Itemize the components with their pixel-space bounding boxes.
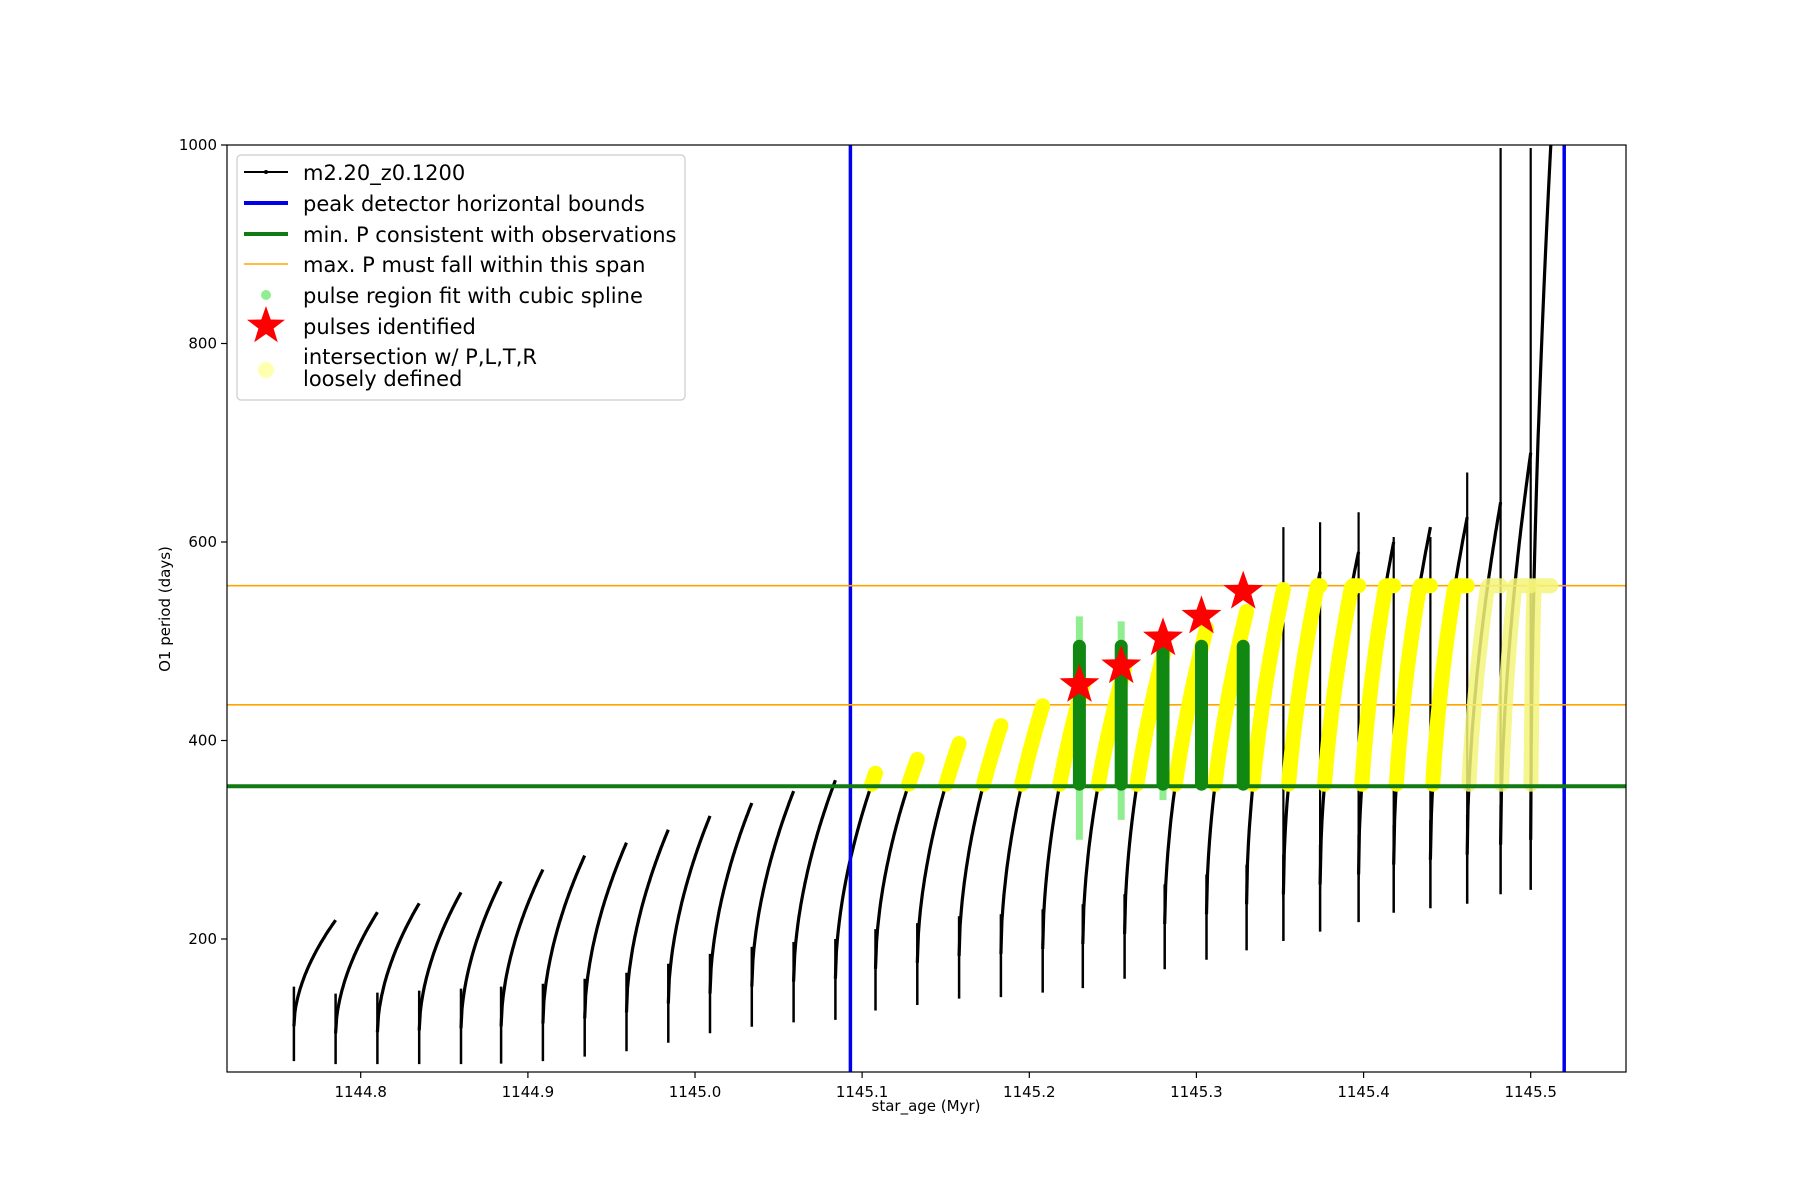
model-cycle-4 — [459, 880, 503, 1029]
x-axis-ticks: 1144.8 1144.9 1145.0 1145.1 1145.2 1145.3 1145… — [334, 1072, 1557, 1101]
model-cycle-11 — [750, 790, 796, 987]
y-tick-label-0: 200 — [188, 930, 217, 948]
model-cycle-5 — [499, 868, 545, 1027]
model-cycle-1 — [334, 911, 379, 1034]
model-cycle-13 — [833, 772, 878, 979]
legend-label-min-p: min. P consistent with observations — [303, 223, 676, 247]
model-cycle-8 — [624, 829, 670, 1013]
model-cycle-2 — [375, 902, 421, 1033]
intersection-arc-25 — [1317, 578, 1367, 792]
model-cycle-12 — [792, 779, 837, 982]
legend-swatch-model-marker — [264, 170, 268, 174]
intersection-arc-29 — [1461, 578, 1509, 792]
model-cycle-7 — [583, 842, 628, 1019]
intersection-arc-30 — [1494, 578, 1539, 792]
pulse-star-1 — [1101, 645, 1142, 684]
y-tick-label-2: 600 — [188, 533, 217, 551]
intersection-arc-24 — [1281, 578, 1328, 792]
intersection-arc-27 — [1388, 578, 1438, 792]
pulse-star-2 — [1143, 617, 1183, 656]
legend-label-pulses: pulses identified — [303, 315, 476, 339]
legend-label-intersection: intersection w/ P,L,T,R — [303, 345, 537, 369]
y-axis-label: O1 period (days) — [156, 546, 174, 672]
pulse-star-4 — [1223, 570, 1264, 609]
intersection-arc-15 — [938, 736, 967, 792]
x-axis-label: star_age (Myr) — [872, 1097, 981, 1116]
model-cycle-0 — [292, 919, 337, 1027]
plot-frame — [226, 144, 1627, 1073]
x-tick-label-5: 1145.3 — [1170, 1083, 1223, 1101]
intersection-arc-31 — [1523, 578, 1559, 792]
legend-label-max-p-span: max. P must fall within this span — [303, 253, 645, 277]
intersection-arc-26 — [1354, 578, 1402, 792]
x-tick-label-4: 1145.2 — [1003, 1083, 1056, 1101]
model-cycle-6 — [541, 854, 587, 1024]
x-tick-label-7: 1145.5 — [1504, 1083, 1557, 1101]
x-tick-label-6: 1145.4 — [1337, 1083, 1390, 1101]
legend-swatch-spline — [261, 290, 271, 300]
y-tick-label-1: 400 — [188, 732, 217, 750]
intersection-arc-14 — [901, 751, 925, 792]
legend-box — [236, 154, 686, 401]
intersection-arc-23 — [1245, 582, 1291, 792]
pulse-star-3 — [1181, 595, 1222, 634]
intersection-arc-13 — [864, 765, 883, 792]
y-tick-label-3: 800 — [188, 335, 217, 353]
legend-swatch-pulse-star — [247, 306, 285, 343]
legend-label-spline: pulse region fit with cubic spline — [303, 284, 643, 308]
intersection-arc-17 — [1014, 698, 1051, 792]
plot-area — [227, 145, 1626, 1072]
intersection-arc-28 — [1425, 578, 1475, 792]
pulses-identified-series — [1059, 570, 1264, 702]
legend-label-intersection-line2: loosely defined — [303, 367, 462, 391]
intersection-arc-16 — [976, 718, 1009, 792]
model-cycle-9 — [666, 815, 712, 1004]
peak-detector-bounds — [848, 145, 1566, 1072]
model-cycle-10 — [708, 802, 754, 994]
y-axis-ticks: 200 400 600 800 1000 — [179, 136, 227, 948]
intersection-arc-22 — [1207, 604, 1255, 792]
pulse-star-0 — [1059, 663, 1100, 702]
x-tick-label-1: 1144.9 — [502, 1083, 555, 1101]
legend-label-bounds: peak detector horizontal bounds — [303, 192, 645, 216]
x-tick-label-0: 1144.8 — [334, 1083, 387, 1101]
y-tick-label-4: 1000 — [179, 136, 217, 154]
model-cycle-3 — [417, 891, 463, 1031]
x-tick-label-2: 1145.0 — [669, 1083, 722, 1101]
legend: m2.20_z0.1200 peak detector horizontal b… — [236, 154, 686, 401]
legend-swatch-intersection — [258, 362, 274, 378]
legend-label-model: m2.20_z0.1200 — [303, 161, 465, 186]
intersection-points-series — [864, 578, 1559, 792]
x-tick-label-3: 1145.1 — [836, 1083, 889, 1101]
